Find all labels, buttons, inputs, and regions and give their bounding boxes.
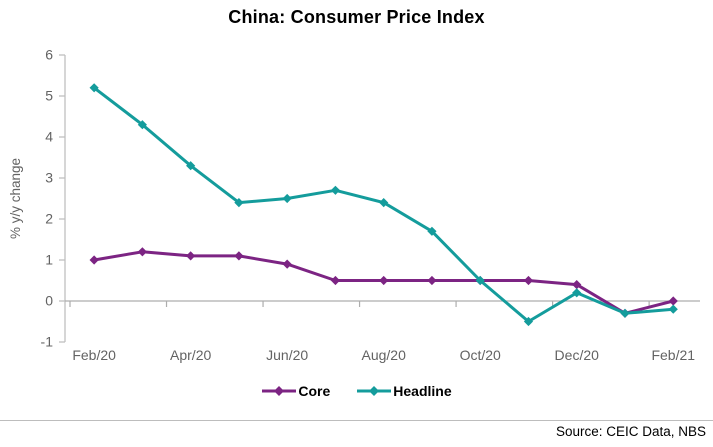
- data-point-headline-11: [620, 308, 630, 318]
- data-point-headline-3: [234, 198, 244, 208]
- data-point-headline-12: [668, 304, 678, 314]
- data-point-headline-7: [427, 226, 437, 236]
- chart-title: China: Consumer Price Index: [228, 7, 485, 27]
- legend-marker-headline-icon: [357, 386, 392, 396]
- y-tick-label: 1: [45, 252, 53, 268]
- data-point-core-7: [427, 275, 437, 286]
- legend-item-headline: Headline: [356, 383, 452, 399]
- data-point-core-2: [186, 251, 196, 261]
- y-tick-label: 6: [45, 47, 53, 63]
- y-tick-label: -1: [41, 334, 54, 350]
- chart-legend: Core Headline: [0, 383, 713, 399]
- x-tick-label: Oct/20: [460, 347, 501, 363]
- data-point-headline-10: [572, 288, 582, 298]
- data-point-core-1: [137, 247, 147, 257]
- x-tick-label: Aug/20: [362, 347, 407, 363]
- y-axis-title: % y/y change: [8, 158, 23, 239]
- source-attribution: Source: CEIC Data, NBS: [555, 424, 706, 439]
- y-tick-label: 2: [45, 211, 53, 227]
- legend-label: Headline: [393, 383, 452, 399]
- legend-marker-core-icon: [262, 386, 297, 396]
- legend-item-core: Core: [261, 383, 330, 399]
- x-tick-label: Jun/20: [266, 347, 308, 363]
- data-point-headline-4: [282, 193, 292, 204]
- data-point-core-6: [379, 275, 389, 286]
- x-tick-label: Feb/20: [72, 347, 116, 363]
- data-point-core-5: [330, 275, 341, 286]
- x-tick-label: Apr/20: [170, 347, 211, 363]
- legend-label: Core: [298, 383, 331, 399]
- y-tick-label: 0: [45, 293, 53, 309]
- x-tick-label: Dec/20: [555, 347, 600, 363]
- footer-divider: [0, 420, 713, 421]
- data-point-headline-1: [137, 120, 147, 130]
- data-point-headline-2: [186, 161, 196, 171]
- data-point-headline-5: [330, 185, 341, 195]
- data-point-core-4: [282, 259, 292, 269]
- x-tick-label: Feb/21: [651, 347, 695, 363]
- y-tick-label: 3: [45, 170, 53, 186]
- y-tick-label: 4: [45, 129, 53, 145]
- data-point-headline-9: [523, 316, 534, 327]
- data-point-headline-6: [379, 198, 389, 208]
- data-point-headline-8: [475, 275, 485, 286]
- data-point-core-12: [668, 296, 678, 306]
- data-point-core-9: [523, 275, 534, 286]
- data-point-core-3: [234, 251, 244, 261]
- cpi-line-chart: -1 0 1 2 3 4 5 6 % y/y change Feb/20 Apr/20 Jun/20 A…: [8, 47, 700, 363]
- y-tick-label: 5: [45, 88, 53, 104]
- data-point-core-0: [89, 255, 99, 265]
- data-point-headline-0: [89, 83, 99, 93]
